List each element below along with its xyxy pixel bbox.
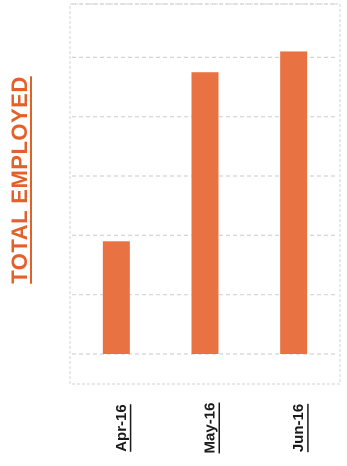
x-tick-labels: Apr-16 May-16 Jun-16 — [113, 403, 307, 454]
x-tick-label: Apr-16 — [113, 404, 130, 452]
bar-jun-16 — [280, 51, 308, 354]
bars — [102, 51, 308, 354]
x-tick-label: Jun-16 — [290, 404, 307, 452]
x-tick-label: May-16 — [202, 403, 219, 454]
bar-may-16 — [191, 72, 219, 354]
bar-apr-16 — [102, 241, 130, 354]
